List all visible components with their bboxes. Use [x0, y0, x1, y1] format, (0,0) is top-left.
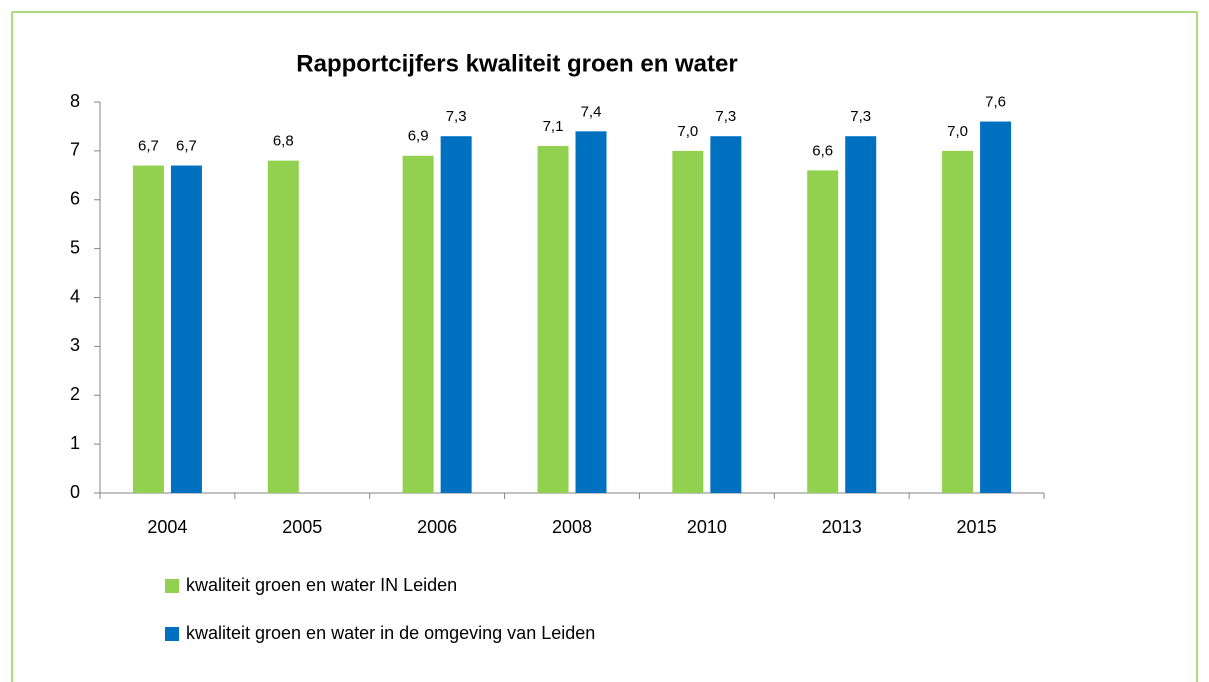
y-tick-label: 1: [70, 433, 80, 453]
bar: [132, 165, 164, 493]
x-tick-label: 2008: [552, 517, 592, 537]
y-tick-label: 3: [70, 335, 80, 355]
bar: [402, 155, 434, 493]
value-label: 7,3: [446, 108, 467, 125]
value-label: 7,3: [715, 108, 736, 125]
bar: [170, 165, 202, 493]
bar: [942, 150, 974, 493]
x-tick-label: 2006: [417, 517, 457, 537]
value-label: 7,0: [947, 123, 968, 140]
value-label: 6,7: [176, 138, 197, 155]
value-label: 7,0: [677, 123, 698, 140]
bar: [267, 160, 299, 493]
value-label: 7,1: [543, 118, 564, 135]
bar: [672, 150, 704, 493]
x-tick-label: 2005: [282, 517, 322, 537]
y-tick-label: 8: [70, 91, 80, 111]
legend-label: kwaliteit groen en water in de omgeving …: [186, 623, 595, 643]
y-tick-label: 6: [70, 189, 80, 209]
bar: [575, 131, 607, 493]
bar: [537, 145, 569, 494]
y-tick-label: 7: [70, 140, 80, 160]
bar: [980, 121, 1012, 494]
x-tick-label: 2013: [822, 517, 862, 537]
chart-title: Rapportcijfers kwaliteit groen en water: [296, 50, 737, 77]
y-tick-label: 5: [70, 237, 80, 257]
bar: [440, 136, 472, 493]
bar: [807, 170, 839, 494]
legend-swatch: [165, 627, 179, 641]
value-label: 6,8: [273, 133, 294, 150]
legend-label: kwaliteit groen en water IN Leiden: [186, 575, 457, 595]
x-tick-label: 2004: [147, 517, 187, 537]
value-label: 7,3: [850, 108, 871, 125]
value-label: 6,9: [408, 128, 429, 145]
value-label: 6,6: [812, 142, 833, 159]
y-tick-label: 2: [70, 384, 80, 404]
value-label: 7,6: [985, 94, 1006, 111]
bar: [845, 136, 877, 493]
y-tick-label: 0: [70, 482, 80, 502]
legend-swatch: [165, 579, 179, 593]
x-tick-label: 2010: [687, 517, 727, 537]
value-label: 6,7: [138, 138, 159, 155]
value-label: 7,4: [581, 103, 602, 120]
x-tick-label: 2015: [957, 517, 997, 537]
y-tick-label: 4: [70, 286, 80, 306]
bar: [710, 136, 742, 493]
